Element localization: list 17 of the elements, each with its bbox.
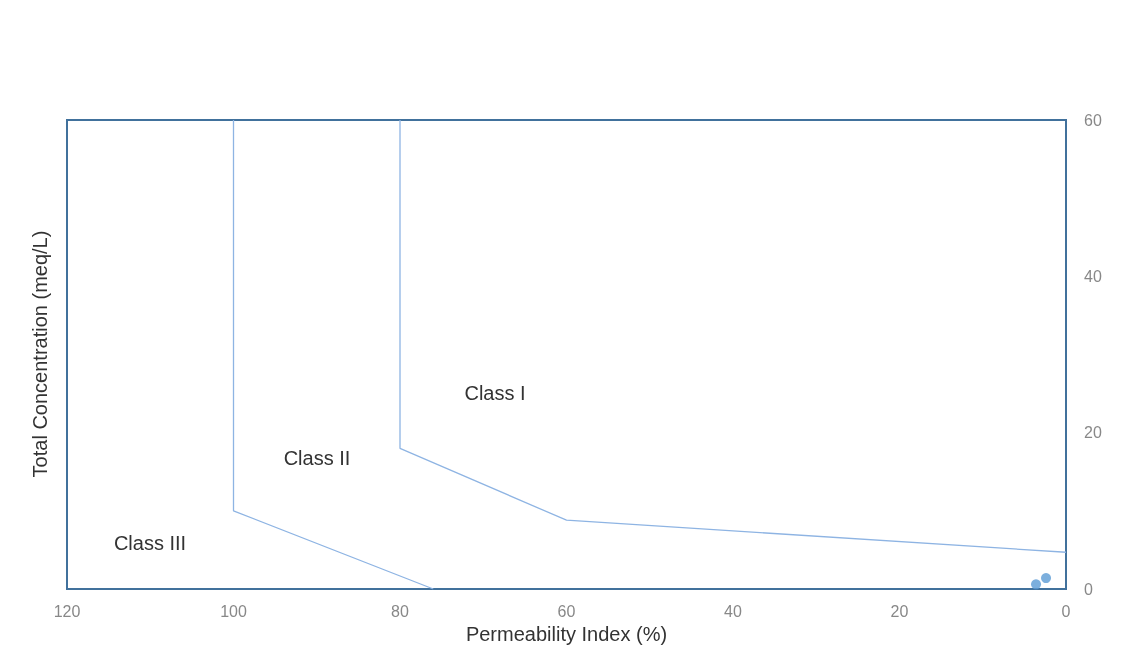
x-tick-label: 0 (1061, 602, 1071, 620)
y-tick-label: 40 (1084, 267, 1102, 285)
y-tick-label: 0 (1084, 580, 1093, 598)
x-tick-label: 120 (53, 602, 81, 620)
x-axis-title: Permeability Index (%) (465, 622, 668, 645)
annotation: Class III (113, 532, 187, 554)
annotation: Class II (283, 447, 351, 469)
line-series (399, 119, 1067, 553)
y-tick-label: 20 (1084, 424, 1102, 442)
y-tick-label: 60 (1084, 111, 1102, 129)
x-tick-label: 20 (890, 602, 909, 620)
x-tick-label: 60 (557, 602, 576, 620)
y-axis-title: Total Concentration (meq/L) (29, 230, 51, 478)
x-tick-label: 40 (724, 602, 742, 620)
annotation: Class I (464, 382, 526, 404)
x-tick-label: 100 (220, 602, 247, 620)
x-tick-label: 80 (391, 602, 409, 620)
